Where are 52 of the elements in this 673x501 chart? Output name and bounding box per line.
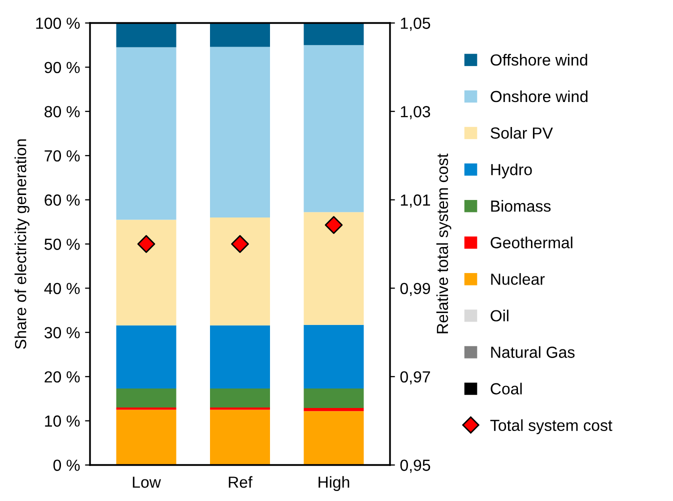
legend-label: Onshore wind bbox=[490, 90, 588, 102]
legend-label: Offshore wind bbox=[490, 54, 588, 66]
y2-tick-label: 0,97 bbox=[400, 371, 430, 384]
y-tick-label: 60 % bbox=[44, 194, 80, 206]
bar bbox=[210, 325, 270, 389]
y2-axis-title: Relative total system cost bbox=[436, 154, 452, 334]
y-tick-label: 70 % bbox=[44, 150, 80, 162]
x-tick-label: Ref bbox=[228, 476, 252, 488]
y2-tick-label: 1,01 bbox=[400, 194, 430, 208]
legend-label: Hydro bbox=[491, 164, 532, 178]
bar bbox=[304, 23, 364, 46]
y-tick-label: 80 % bbox=[44, 106, 80, 118]
y-tick-label: 20 % bbox=[44, 371, 80, 383]
y-tick-label: 90 % bbox=[44, 62, 80, 74]
x-tick-label: Low bbox=[132, 476, 161, 488]
y-tick-label: 10 % bbox=[45, 415, 80, 427]
bar bbox=[304, 408, 364, 412]
bar bbox=[116, 388, 176, 408]
bar bbox=[116, 23, 176, 48]
y-tick-label: 50 % bbox=[44, 238, 80, 250]
bar bbox=[210, 23, 270, 47]
bar bbox=[116, 325, 176, 389]
legend-label: Coal bbox=[490, 382, 522, 394]
bar bbox=[304, 388, 364, 408]
legend-label: Solar PV bbox=[490, 126, 553, 139]
bar bbox=[116, 410, 176, 465]
y-axis-title: Share of electricity generation bbox=[14, 139, 30, 349]
y2-tick-label: 0,95 bbox=[400, 460, 430, 473]
bar bbox=[116, 47, 176, 220]
bar bbox=[210, 217, 270, 326]
legend-label: Nuclear bbox=[491, 273, 545, 285]
y2-tick-label: 1,03 bbox=[400, 106, 430, 120]
legend-label: Biomass bbox=[491, 200, 551, 212]
bar bbox=[304, 212, 364, 325]
y2-tick-label: 1,05 bbox=[400, 18, 430, 31]
y-tick-label: 40 % bbox=[44, 282, 80, 294]
y2-tick-label: 0,99 bbox=[400, 282, 430, 296]
bar bbox=[304, 411, 364, 465]
bar bbox=[210, 46, 270, 218]
x-tick-label: High bbox=[318, 476, 350, 491]
bar bbox=[304, 45, 364, 212]
bar bbox=[210, 388, 270, 408]
y-tick-label: 0 % bbox=[53, 460, 80, 471]
legend-label: Geothermal bbox=[490, 236, 572, 248]
legend-label: Oil bbox=[490, 310, 508, 322]
y-tick-label: 100 % bbox=[36, 18, 80, 29]
bar bbox=[210, 410, 270, 465]
y-tick-label: 30 % bbox=[44, 327, 80, 338]
bar bbox=[116, 220, 176, 326]
legend-label: Total system cost bbox=[490, 419, 612, 434]
bar bbox=[304, 324, 364, 389]
legend-label: Natural Gas bbox=[491, 346, 575, 358]
